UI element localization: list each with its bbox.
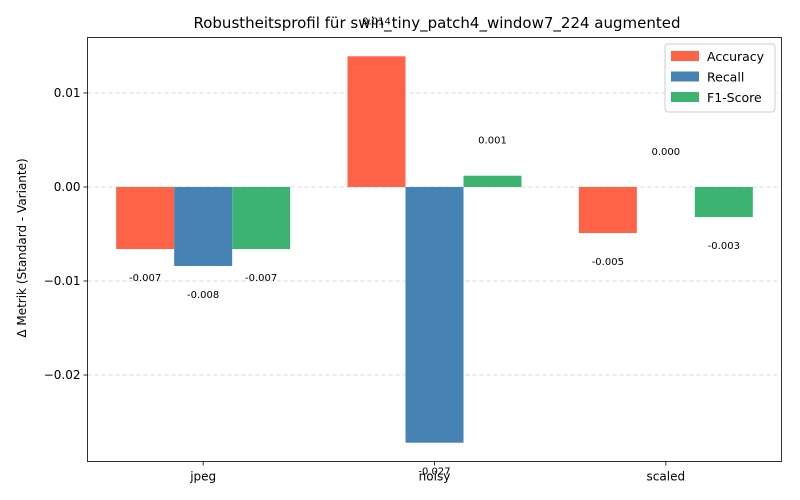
- bar-recall-jpeg: [174, 186, 233, 266]
- x-tick-label: jpeg: [189, 470, 216, 484]
- legend-swatch-accuracy: [671, 51, 699, 61]
- legend-label: Accuracy: [707, 49, 765, 64]
- data-label: -0.007: [129, 273, 161, 284]
- x-tick-label: noisy: [419, 470, 451, 484]
- y-tick-label: 0.01: [54, 86, 81, 100]
- legend-label: Recall: [707, 70, 744, 85]
- bar-accuracy-scaled: [578, 186, 637, 234]
- data-label: 0.014: [362, 16, 391, 27]
- y-axis-label: Δ Metrik (Standard - Variante): [15, 158, 29, 337]
- data-label: -0.003: [708, 241, 740, 252]
- bar-accuracy-jpeg: [116, 186, 175, 250]
- bar-f1-score-noisy: [463, 175, 522, 187]
- data-label: 0.000: [652, 147, 681, 158]
- data-label: -0.005: [592, 257, 624, 268]
- bar-f1-score-jpeg: [232, 186, 291, 250]
- legend: Accuracy Recall F1-Score: [664, 43, 776, 113]
- x-axis-ticks: jpeg noisy scaled: [189, 461, 686, 484]
- y-axis-ticks: −0.02 −0.01 0.00 0.01: [44, 86, 88, 382]
- bar-recall-noisy: [405, 186, 464, 443]
- data-labels: -0.007 0.014 -0.005 -0.008 -0.027 0.000 -0.007…: [129, 16, 740, 477]
- data-label: -0.027: [418, 467, 450, 478]
- data-label: 0.001: [478, 136, 507, 147]
- y-tick-label: −0.02: [44, 368, 81, 382]
- y-tick-label: −0.01: [44, 274, 81, 288]
- data-label: -0.008: [187, 290, 219, 301]
- data-label: -0.007: [245, 273, 277, 284]
- bar-f1-score-scaled: [694, 186, 753, 218]
- legend-label: F1-Score: [707, 90, 762, 105]
- x-tick-label: scaled: [647, 470, 686, 484]
- y-tick-label: 0.00: [54, 180, 81, 194]
- bar-accuracy-noisy: [347, 56, 406, 187]
- legend-swatch-f1-score: [671, 92, 699, 102]
- bars: [116, 56, 753, 443]
- chart-title: Robustheitsprofil für swin_tiny_patch4_w…: [193, 14, 680, 33]
- legend-swatch-recall: [671, 71, 699, 82]
